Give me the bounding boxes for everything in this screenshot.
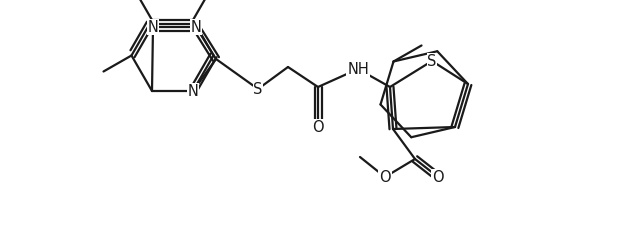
Text: S: S [428, 54, 436, 69]
Text: O: O [312, 120, 324, 135]
Text: N: N [188, 84, 198, 99]
Text: NH: NH [347, 62, 369, 77]
Text: N: N [148, 20, 159, 35]
Text: S: S [253, 82, 262, 97]
Text: O: O [379, 170, 391, 185]
Text: O: O [432, 170, 444, 185]
Text: N: N [191, 20, 202, 35]
